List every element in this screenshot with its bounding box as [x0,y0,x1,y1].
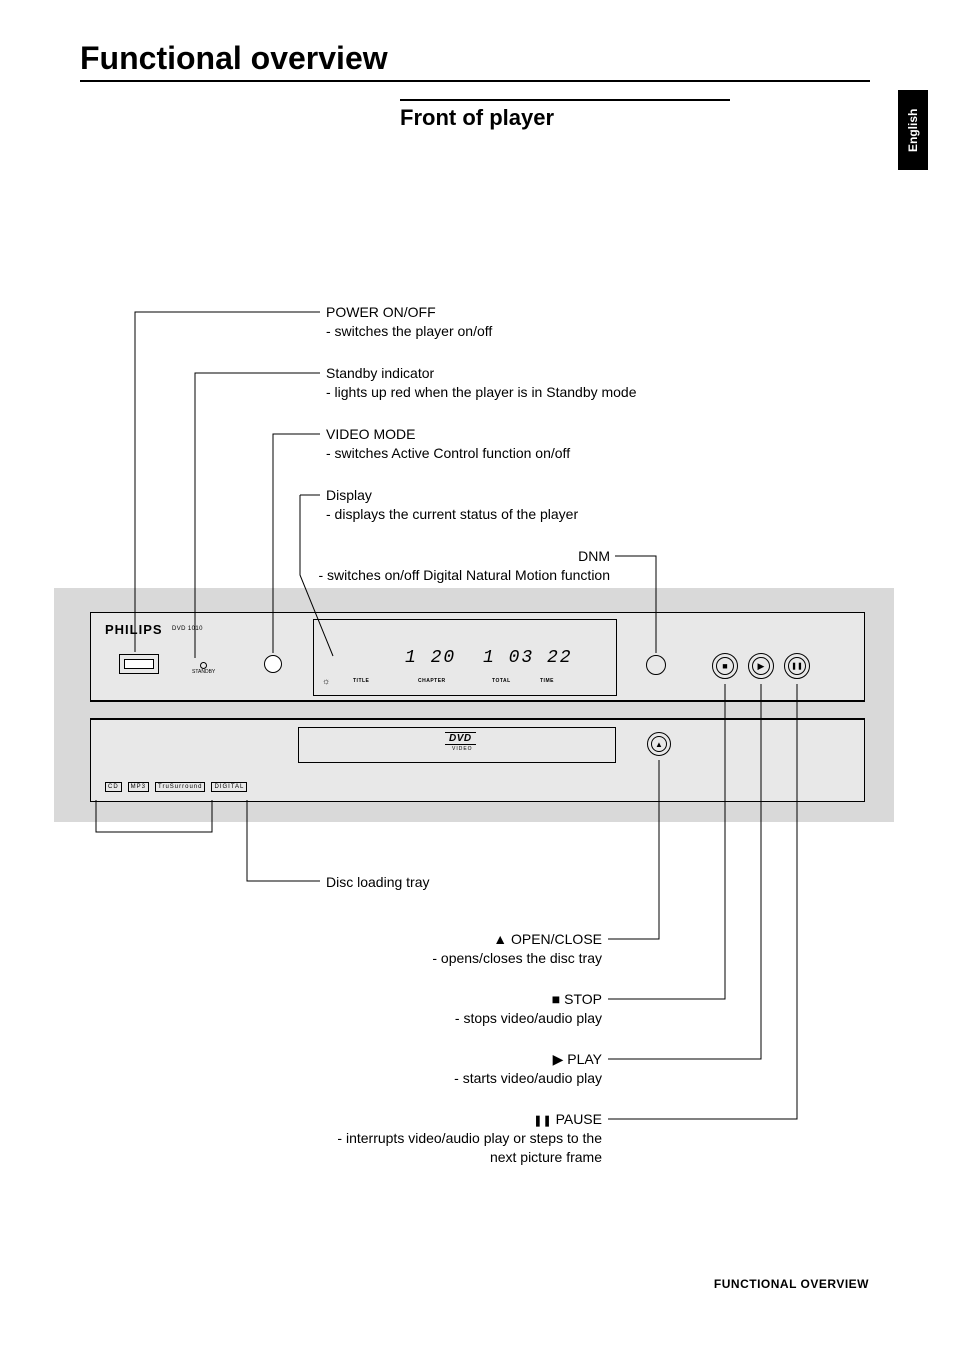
language-tab: English [898,90,928,170]
callout-pause-desc1: - interrupts video/audio play or steps t… [300,1129,602,1148]
display-segment-left: 1 20 [405,648,456,668]
callout-play-desc: - starts video/audio play [300,1069,602,1088]
standard-logo: DIGITAL [211,782,247,792]
callout-video: VIDEO MODE - switches Active Control fun… [326,425,570,463]
callout-display-desc: - displays the current status of the pla… [326,505,578,524]
callout-display: Display - displays the current status of… [326,486,578,524]
dvd-logo: DVD [445,732,476,745]
callout-video-desc: - switches Active Control function on/of… [326,444,570,463]
callout-tray: Disc loading tray [326,873,430,892]
open-close-button[interactable]: ▲ [647,732,671,756]
callout-open-title: ▲ OPEN/CLOSE [300,930,602,949]
callout-dnm: DNM - switches on/off Digital Natural Mo… [280,547,610,585]
display-label-time: TIME [540,678,554,684]
callout-stop: ■ STOP - stops video/audio play [300,990,602,1028]
standard-logo: MP3 [128,782,149,792]
pause-button[interactable]: ❚❚ [784,653,810,679]
callout-display-title: Display [326,486,578,505]
callout-pause: ❚❚ PAUSE - interrupts video/audio play o… [300,1110,602,1167]
callout-power-desc: - switches the player on/off [326,322,492,341]
brand-logo: PHILIPS [105,622,163,637]
standard-logo: CD [105,782,122,792]
callout-play-title-text: PLAY [567,1051,602,1067]
subtitle-rule [400,99,730,101]
callout-standby: Standby indicator - lights up red when t… [326,364,637,402]
callout-open: ▲ OPEN/CLOSE - opens/closes the disc tra… [300,930,602,968]
callout-video-title: VIDEO MODE [326,425,570,444]
video-mode-button[interactable] [264,655,282,673]
callout-open-title-text: OPEN/CLOSE [511,931,602,947]
callout-standby-title: Standby indicator [326,364,637,383]
callout-pause-desc2: next picture frame [300,1148,602,1167]
display-label-total: TOTAL [492,678,511,684]
play-button[interactable]: ▶ [748,653,774,679]
model-number: DVD 1010 [172,626,203,632]
callout-power: POWER ON/OFF - switches the player on/of… [326,303,492,341]
dnm-button[interactable] [646,655,666,675]
callout-pause-title: ❚❚ PAUSE [300,1110,602,1129]
stop-symbol: ■ [552,991,560,1007]
display-icon: ☼ [322,676,330,686]
play-symbol: ▶ [553,1051,564,1067]
callout-tray-title: Disc loading tray [326,873,430,892]
callout-stop-desc: - stops video/audio play [300,1009,602,1028]
callout-stop-title-text: STOP [564,991,602,1007]
standard-logo: TruSurround [155,782,205,792]
device-gap [90,702,865,718]
footer-text: FUNCTIONAL OVERVIEW [714,1277,869,1291]
open-symbol: ▲ [493,931,507,947]
callout-pause-title-text: PAUSE [556,1111,602,1127]
pause-symbol: ❚❚ [533,1115,551,1127]
callout-play: ▶ PLAY - starts video/audio play [300,1050,602,1088]
display-label-chapter: CHAPTER [418,678,446,684]
callout-stop-title: ■ STOP [300,990,602,1009]
page-title: Functional overview [80,40,388,77]
stop-button[interactable]: ■ [712,653,738,679]
callout-dnm-title: DNM [280,547,610,566]
callout-play-title: ▶ PLAY [300,1050,602,1069]
dvd-logo-sub: VIDEO [452,746,473,752]
subtitle: Front of player [400,105,554,131]
callout-standby-desc: - lights up red when the player is in St… [326,383,637,402]
title-rule [80,80,870,82]
callout-open-desc: - opens/closes the disc tray [300,949,602,968]
display-label-title: TITLE [353,678,369,684]
power-button[interactable] [124,659,154,669]
callout-dnm-desc: - switches on/off Digital Natural Motion… [280,566,610,585]
standby-led: STANDBY [192,662,215,675]
display-segment-right: 1 03 22 [483,648,573,668]
callout-power-title: POWER ON/OFF [326,303,492,322]
standards-logos: CD MP3 TruSurround DIGITAL [105,782,247,792]
